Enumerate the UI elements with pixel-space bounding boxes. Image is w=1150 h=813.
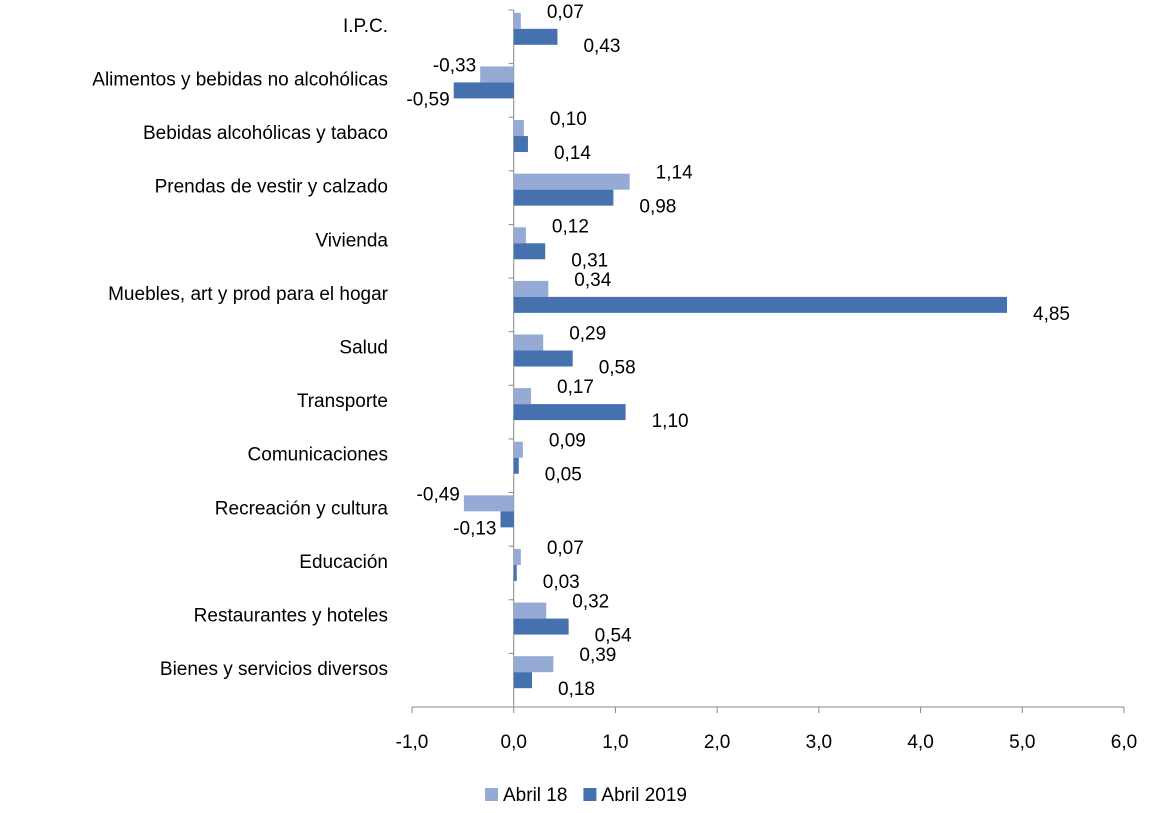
data-label: 0,12 [552,216,589,237]
data-label: 0,17 [557,377,594,398]
data-label: 0,34 [574,270,611,291]
bar [513,227,526,244]
category-label: Salud [339,338,388,359]
data-label: 0,07 [547,538,584,559]
data-label: -0,33 [433,55,476,76]
bar [513,548,521,565]
category-label: I.P.C. [343,16,388,37]
bar [513,12,521,29]
bar [513,656,554,673]
category-label: Comunicaciones [248,445,388,466]
bar [500,511,514,528]
x-tick-label: 1,0 [602,732,628,753]
data-label: 0,32 [572,592,609,613]
data-label: 0,07 [547,2,584,23]
legend-swatch [485,788,498,801]
category-label: Alimentos y bebidas no alcohólicas [92,69,388,90]
bar [463,495,514,512]
data-label: 0,54 [595,626,632,647]
category-label: Educación [299,552,388,573]
legend-label: Abril 18 [503,785,567,806]
category-label: Transporte [297,391,388,412]
bar [513,350,573,367]
data-label: 0,98 [639,197,676,218]
bar [453,82,514,99]
data-label: 0,58 [599,358,636,379]
bar [513,296,1008,313]
bar [513,136,528,153]
data-label: -0,13 [453,518,496,539]
data-label: -0,49 [417,484,460,505]
category-label: Bienes y servicios diversos [160,659,388,680]
legend-swatch [583,788,597,801]
category-label: Vivienda [315,230,388,251]
bar [513,388,532,405]
bar [513,173,630,190]
bar [513,618,569,635]
bar [513,602,547,619]
data-label: 0,31 [571,250,608,271]
x-tick-label: 4,0 [907,732,933,753]
bar [513,457,519,474]
data-label: 0,29 [569,324,606,345]
data-label: 0,03 [543,572,580,593]
bar [513,404,626,421]
data-label: -0,59 [406,89,449,110]
data-label: 1,14 [656,163,693,184]
bar [513,441,523,458]
category-label: Restaurantes y hoteles [194,606,388,627]
data-label: 0,18 [558,679,595,700]
data-label: 0,09 [549,431,586,452]
bar [513,564,517,581]
bar [480,66,514,83]
bar [513,243,546,260]
x-tick-label: 2,0 [704,732,730,753]
data-label: 0,14 [554,143,591,164]
x-tick-label: -1,0 [396,732,429,753]
category-label: Muebles, art y prod para el hogar [108,284,389,305]
x-tick-label: 5,0 [1009,732,1035,753]
bar [513,672,533,689]
category-label: Bebidas alcohólicas y tabaco [143,123,388,144]
data-label: 0,05 [545,465,582,486]
bar [513,334,544,351]
data-label: 0,43 [583,36,620,57]
category-label: Prendas de vestir y calzado [155,177,388,198]
legend-label: Abril 2019 [601,785,687,806]
bar [513,28,558,45]
data-label: 0,10 [550,109,587,130]
bar [513,120,524,137]
data-label: 4,85 [1033,304,1070,325]
data-label: 0,39 [579,645,616,666]
x-tick-label: 6,0 [1111,732,1137,753]
x-tick-label: 0,0 [501,732,527,753]
bar [513,280,549,297]
bar [513,189,614,206]
category-label: Recreación y cultura [215,498,389,519]
x-tick-label: 3,0 [806,732,832,753]
data-label: 1,10 [652,411,689,432]
